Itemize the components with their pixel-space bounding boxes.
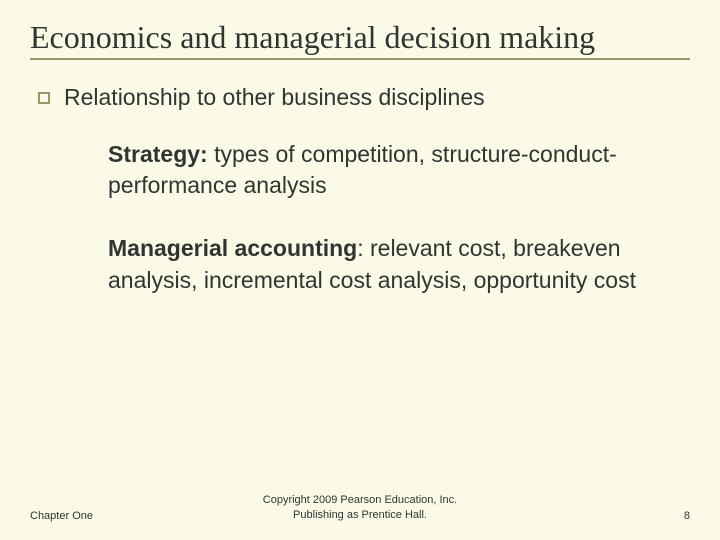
bullet-item: Relationship to other business disciplin… <box>38 84 690 111</box>
footer-copyright-line2: Publishing as Prentice Hall. <box>293 509 427 521</box>
paragraph-accounting: Managerial accounting: relevant cost, br… <box>108 233 640 295</box>
paragraph-bold: Managerial accounting <box>108 235 357 261</box>
slide: Economics and managerial decision making… <box>0 0 720 540</box>
paragraph-strategy: Strategy: types of competition, structur… <box>108 139 640 201</box>
footer-page-number: 8 <box>540 510 690 522</box>
slide-body: Relationship to other business disciplin… <box>30 84 690 295</box>
paragraph-bold: Strategy: <box>108 141 208 167</box>
footer-chapter: Chapter One <box>30 510 180 522</box>
bullet-text: Relationship to other business disciplin… <box>64 84 485 111</box>
footer-copyright-line1: Copyright 2009 Pearson Education, Inc. <box>263 494 457 506</box>
bullet-square-icon <box>38 92 50 104</box>
slide-title: Economics and managerial decision making <box>30 18 690 60</box>
footer: Chapter One Copyright 2009 Pearson Educa… <box>0 493 720 522</box>
footer-copyright: Copyright 2009 Pearson Education, Inc. P… <box>180 493 540 522</box>
